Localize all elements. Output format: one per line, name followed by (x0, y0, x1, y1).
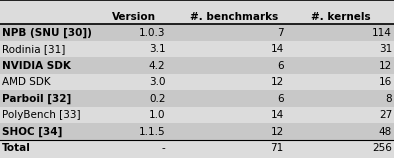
Text: 14: 14 (270, 44, 284, 54)
Bar (0, 123, 394, 140)
Text: 1.0: 1.0 (149, 110, 165, 120)
Text: NVIDIA SDK: NVIDIA SDK (2, 61, 71, 71)
Text: 4.2: 4.2 (149, 61, 165, 71)
Text: 27: 27 (379, 110, 392, 120)
Text: 12: 12 (270, 77, 284, 87)
Text: 3.0: 3.0 (149, 77, 165, 87)
Text: 48: 48 (379, 127, 392, 137)
Text: 71: 71 (270, 143, 284, 153)
Text: 7: 7 (277, 28, 284, 38)
Text: AMD SDK: AMD SDK (2, 77, 50, 87)
Bar (0, 58, 394, 74)
Text: 256: 256 (372, 143, 392, 153)
Text: 114: 114 (372, 28, 392, 38)
Text: 1.1.5: 1.1.5 (139, 127, 165, 137)
Text: 31: 31 (379, 44, 392, 54)
Text: 16: 16 (379, 77, 392, 87)
Text: 6: 6 (277, 94, 284, 104)
Text: 3.1: 3.1 (149, 44, 165, 54)
Bar (0, 24, 394, 41)
Text: Version: Version (112, 12, 156, 22)
Text: SHOC [34]: SHOC [34] (2, 127, 62, 137)
Text: 14: 14 (270, 110, 284, 120)
Text: Total: Total (2, 143, 31, 153)
Text: 12: 12 (379, 61, 392, 71)
Text: 8: 8 (385, 94, 392, 104)
Text: NPB (SNU [30]): NPB (SNU [30]) (2, 28, 92, 38)
Text: -: - (162, 143, 165, 153)
Text: #. benchmarks: #. benchmarks (190, 12, 279, 22)
Text: PolyBench [33]: PolyBench [33] (2, 110, 81, 120)
Text: 6: 6 (277, 61, 284, 71)
Text: Rodinia [31]: Rodinia [31] (2, 44, 65, 54)
Bar (0, 90, 394, 107)
Text: 12: 12 (270, 127, 284, 137)
Text: Parboil [32]: Parboil [32] (2, 94, 71, 104)
Text: #. kernels: #. kernels (311, 12, 371, 22)
Text: 0.2: 0.2 (149, 94, 165, 104)
Text: 1.0.3: 1.0.3 (139, 28, 165, 38)
